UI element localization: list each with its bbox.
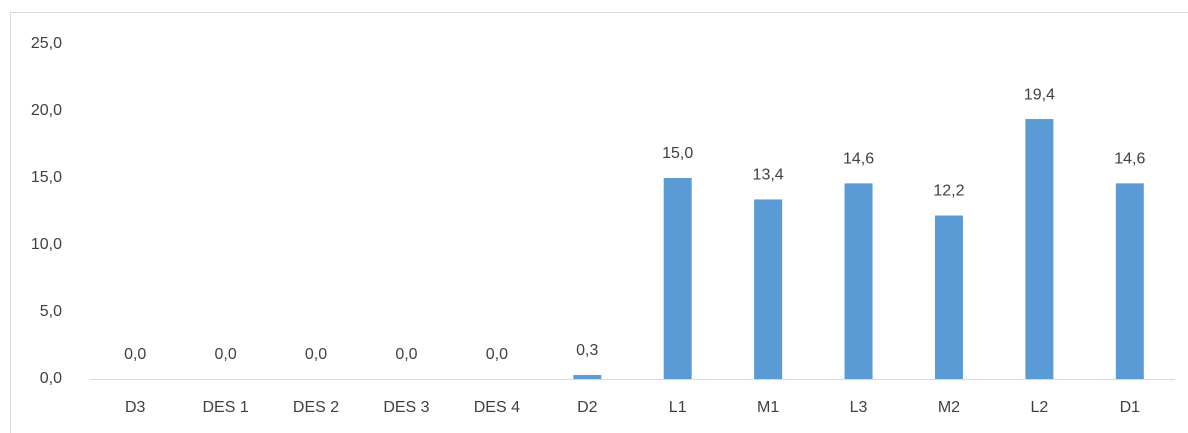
x-tick-label: L2 <box>1030 399 1048 416</box>
value-label: 0,0 <box>395 346 417 363</box>
value-label: 0,0 <box>305 346 327 363</box>
x-tick-label: L1 <box>669 399 687 416</box>
x-tick-label: D2 <box>577 399 598 416</box>
value-label: 14,6 <box>843 151 874 168</box>
y-tick-label: 5,0 <box>40 303 62 320</box>
x-tick-label: L3 <box>850 399 868 416</box>
value-label: 0,3 <box>576 342 598 359</box>
value-label: 12,2 <box>933 183 964 200</box>
bar <box>844 183 873 379</box>
y-tick-label: 0,0 <box>40 370 62 387</box>
bar <box>934 215 963 379</box>
value-label: 19,4 <box>1024 86 1055 103</box>
x-tick-label: M1 <box>757 399 779 416</box>
y-tick-label: 20,0 <box>31 102 62 119</box>
y-tick-label: 10,0 <box>31 236 62 253</box>
bar <box>1115 183 1144 379</box>
y-tick-label: 15,0 <box>31 169 62 186</box>
value-label: 15,0 <box>662 145 693 162</box>
value-label: 0,0 <box>215 346 237 363</box>
bar <box>663 178 692 379</box>
value-label: 13,4 <box>753 167 784 184</box>
bar <box>754 199 783 379</box>
bar <box>573 374 602 379</box>
bar <box>1025 119 1054 379</box>
chart-frame <box>10 12 1188 433</box>
x-tick-label: D1 <box>1120 399 1141 416</box>
x-tick-label: D3 <box>125 399 146 416</box>
value-label: 0,0 <box>124 346 146 363</box>
x-tick-label: DES 2 <box>293 399 339 416</box>
x-tick-label: M2 <box>938 399 960 416</box>
value-label: 14,6 <box>1114 151 1145 168</box>
x-tick-label: DES 4 <box>474 399 520 416</box>
x-tick-label: DES 3 <box>383 399 429 416</box>
x-tick-label: DES 1 <box>203 399 249 416</box>
value-label: 0,0 <box>486 346 508 363</box>
y-tick-label: 25,0 <box>31 35 62 52</box>
